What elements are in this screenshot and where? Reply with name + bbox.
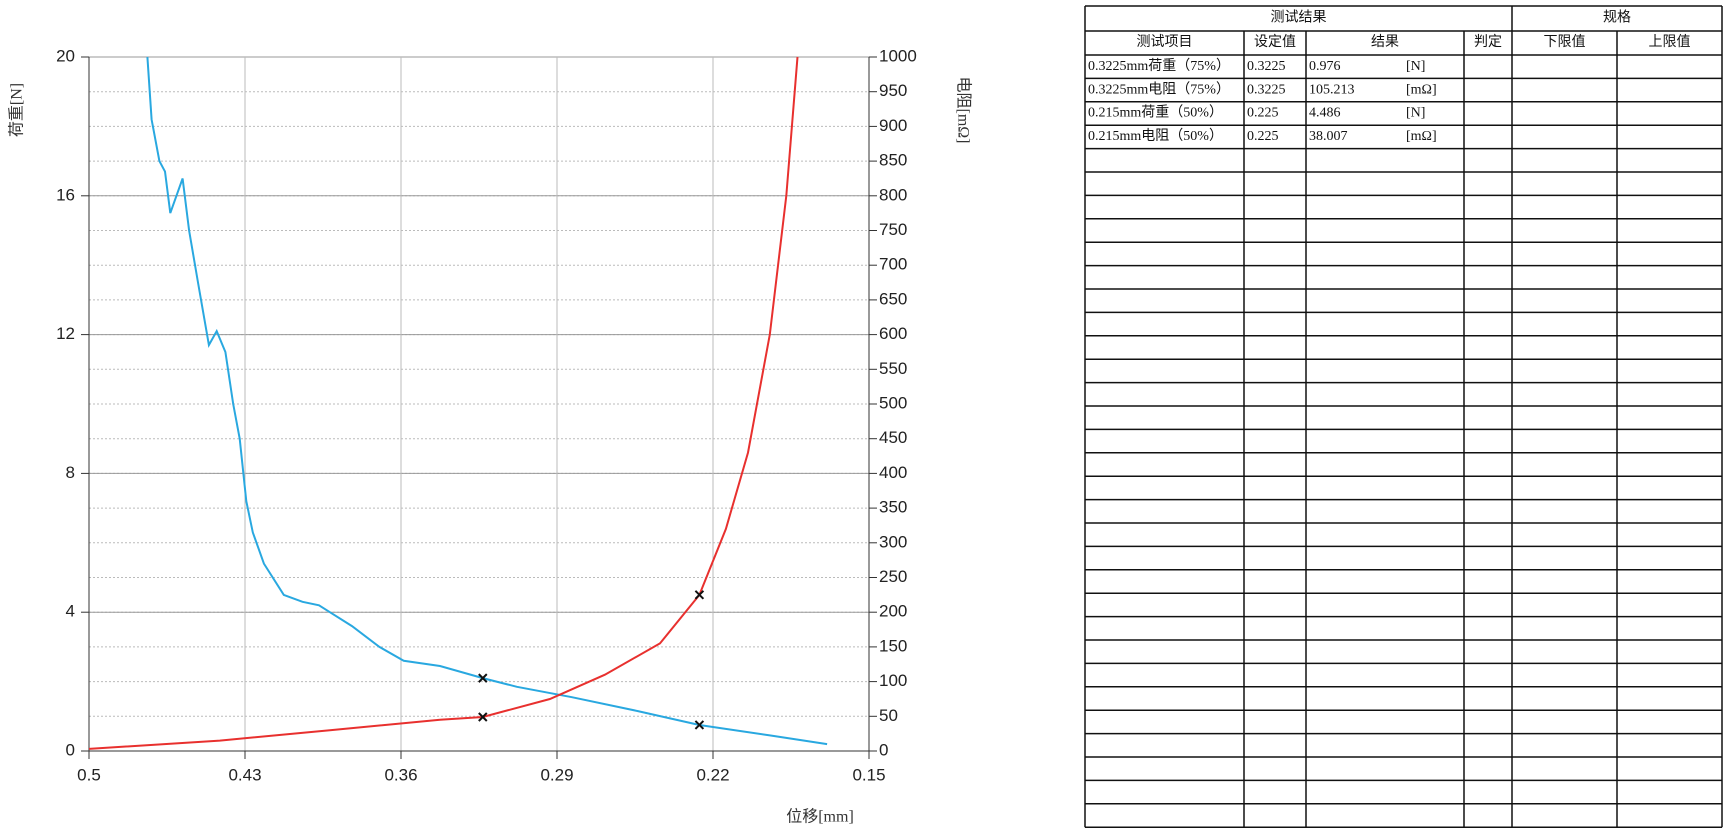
marker	[694, 720, 705, 730]
table-column-header: 下限值	[1544, 34, 1586, 50]
x-tick-label: 0.15	[852, 765, 885, 784]
y2-tick-label: 450	[879, 428, 907, 447]
table-cell: 0.215mm荷重（50%）	[1088, 105, 1223, 121]
y2-tick-label: 200	[879, 602, 907, 621]
x-tick-label: 0.36	[384, 765, 417, 784]
y2-tick-label: 650	[879, 289, 907, 308]
table-cell: [N]	[1406, 106, 1425, 121]
y2-tick-label: 350	[879, 498, 907, 517]
y2-tick-label: 50	[879, 706, 898, 725]
x-axis-label: 位移[mm]	[786, 808, 854, 826]
table-cell: [mΩ]	[1406, 129, 1437, 144]
x-tick-label: 0.43	[228, 765, 261, 784]
y2-axis-label: 电阻[mΩ]	[954, 77, 972, 144]
table-cell: [N]	[1406, 59, 1425, 74]
table-group-header: 测试结果	[1271, 10, 1327, 26]
y-tick-label: 20	[56, 46, 75, 65]
y2-tick-label: 750	[879, 220, 907, 239]
table-column-header: 设定值	[1254, 34, 1296, 50]
table-column-header: 测试项目	[1137, 34, 1193, 50]
data-line	[88, 56, 799, 750]
data-line	[146, 56, 828, 746]
y2-tick-label: 950	[879, 81, 907, 100]
y-tick-label: 16	[56, 185, 75, 204]
y2-tick-label: 0	[879, 740, 888, 759]
table-cell: 38.007	[1309, 129, 1348, 144]
table-column-header: 判定	[1474, 34, 1502, 50]
y2-tick-label: 500	[879, 393, 907, 412]
y-axis-label: 荷重[N]	[8, 83, 26, 137]
marker	[694, 590, 705, 600]
y-tick-label: 8	[66, 463, 75, 482]
table-cell: 0.225	[1247, 106, 1279, 121]
table-cell: 0.225	[1247, 129, 1279, 144]
y2-tick-label: 100	[879, 671, 907, 690]
y-tick-label: 0	[66, 740, 75, 759]
table-group-header: 规格	[1603, 10, 1631, 26]
table-cell: 0.3225mm荷重（75%）	[1088, 58, 1230, 74]
table-cell: 0.215mm电阻（50%）	[1088, 128, 1223, 144]
y2-tick-label: 550	[879, 359, 907, 378]
marker	[478, 712, 488, 722]
table-cell: 0.3225	[1247, 59, 1286, 74]
table-cell: 0.3225	[1247, 82, 1286, 97]
y2-tick-label: 250	[879, 567, 907, 586]
marker	[478, 673, 488, 683]
y2-tick-label: 1000	[879, 46, 917, 65]
y2-tick-label: 400	[879, 463, 907, 482]
x-tick-label: 0.22	[696, 765, 729, 784]
table-cell: 0.3225mm电阻（75%）	[1088, 81, 1230, 97]
table-cell: 105.213	[1309, 82, 1355, 97]
y2-tick-label: 850	[879, 151, 907, 170]
axis-frame	[88, 57, 870, 752]
table-column-header: 结果	[1371, 34, 1399, 50]
y2-tick-label: 700	[879, 255, 907, 274]
table-column-header: 上限值	[1649, 34, 1691, 50]
y2-tick-label: 600	[879, 324, 907, 343]
y2-tick-label: 150	[879, 636, 907, 655]
x-tick-label: 0.5	[77, 765, 101, 784]
table-cell: [mΩ]	[1406, 82, 1437, 97]
table-cell: 0.976	[1309, 59, 1341, 74]
y2-tick-label: 800	[879, 185, 907, 204]
y2-tick-label: 300	[879, 532, 907, 551]
table-cell: 4.486	[1309, 106, 1341, 121]
y2-tick-label: 900	[879, 116, 907, 135]
x-tick-label: 0.29	[540, 765, 573, 784]
y-tick-label: 4	[66, 602, 75, 621]
y-tick-label: 12	[56, 324, 75, 343]
